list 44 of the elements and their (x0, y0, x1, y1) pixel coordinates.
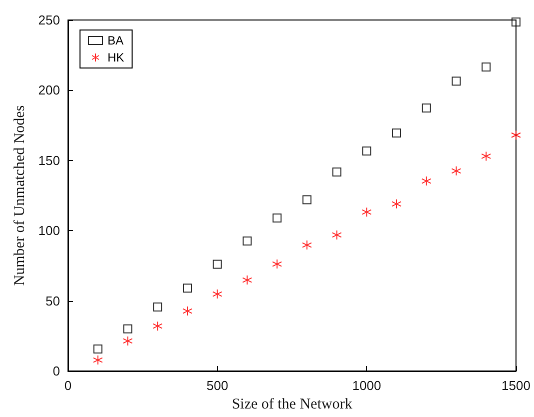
point (242, 236, 252, 246)
y-tick-label: 150 (38, 152, 60, 168)
point (362, 146, 372, 156)
y-tick-label: 0 (52, 364, 60, 378)
point (421, 176, 432, 186)
y-axis-title: Number of Unmatched Nodes (12, 105, 28, 286)
point (512, 17, 520, 26)
point (332, 230, 342, 240)
point (212, 260, 222, 269)
point (153, 302, 162, 312)
point (212, 289, 222, 300)
x-tick-label: 1000 (352, 378, 382, 393)
point (92, 355, 103, 366)
x-tick-label: 0 (64, 378, 72, 393)
point (242, 275, 252, 286)
point (422, 104, 431, 113)
point (93, 344, 102, 354)
point (152, 321, 163, 332)
point (482, 62, 491, 72)
point (272, 213, 282, 222)
y-tick-label: 50 (46, 293, 60, 308)
point (332, 168, 342, 177)
point (182, 284, 192, 293)
x-tick-label: 1500 (502, 378, 530, 393)
point (302, 195, 312, 204)
y-tick-label: 200 (38, 82, 60, 98)
point (122, 336, 133, 346)
y-tick-label: 250 (38, 12, 60, 28)
point (511, 130, 521, 140)
x-axis-title: Size of the Network (232, 396, 353, 412)
point (452, 76, 461, 86)
point (451, 166, 462, 176)
point (302, 240, 312, 250)
point (481, 151, 492, 162)
legend-label: HK (108, 50, 124, 64)
point (123, 324, 132, 334)
point (182, 306, 192, 316)
point (272, 259, 282, 270)
point (392, 198, 402, 209)
x-tick-label: 500 (206, 378, 228, 393)
y-tick-label: 100 (38, 223, 60, 238)
legend-label: BA (108, 34, 124, 48)
point (362, 207, 372, 218)
point (392, 128, 402, 138)
